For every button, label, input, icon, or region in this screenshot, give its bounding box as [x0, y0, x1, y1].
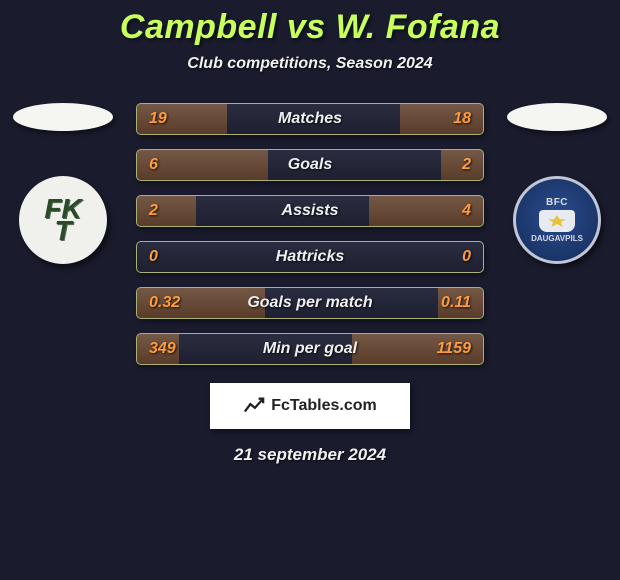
- stat-value-right: 0: [462, 248, 471, 266]
- stat-value-left: 2: [149, 202, 158, 220]
- stat-value-left: 0.32: [149, 294, 180, 312]
- brand-logo: FcTables.com: [243, 395, 377, 417]
- brand-box: FcTables.com: [210, 383, 410, 429]
- brand-text: FcTables.com: [271, 397, 377, 415]
- club-badge-left-icon: FK T: [19, 176, 107, 264]
- club-badge-right-shield-icon: [539, 210, 575, 232]
- stat-value-right: 1159: [437, 340, 471, 358]
- comparison-card: Campbell vs W. Fofana Club competitions,…: [0, 0, 620, 465]
- flag-right-icon: [507, 103, 607, 131]
- player-left-col: FK T: [8, 103, 118, 264]
- stat-value-left: 349: [149, 340, 176, 358]
- stat-value-right: 4: [462, 202, 471, 220]
- club-badge-right-bot: DAUGAVPILS: [531, 234, 583, 243]
- stat-value-left: 6: [149, 156, 158, 174]
- date-text: 21 september 2024: [0, 445, 620, 465]
- club-badge-left-text: FK T: [44, 198, 81, 243]
- page-title: Campbell vs W. Fofana: [0, 8, 620, 47]
- club-badge-right-icon: BFC DAUGAVPILS: [513, 176, 601, 264]
- stat-value-right: 0.11: [441, 294, 471, 312]
- stat-bar: 6 Goals 2: [136, 149, 484, 181]
- stats-column: 19 Matches 18 6 Goals 2 2 Assists 4 0 Hattricks 0 0.…: [136, 103, 484, 365]
- stat-value-left: 0: [149, 248, 158, 266]
- stat-value-left: 19: [149, 110, 167, 128]
- stat-bar: 0 Hattricks 0: [136, 241, 484, 273]
- stat-bar: 0.32 Goals per match 0.11: [136, 287, 484, 319]
- chart-icon: [243, 395, 265, 417]
- stat-label: Assists: [282, 202, 339, 220]
- page-subtitle: Club competitions, Season 2024: [0, 55, 620, 73]
- stat-bar: 19 Matches 18: [136, 103, 484, 135]
- stat-bar: 2 Assists 4: [136, 195, 484, 227]
- stat-label: Matches: [278, 110, 342, 128]
- club-badge-right-top: BFC: [546, 197, 568, 208]
- stat-label: Min per goal: [263, 340, 357, 358]
- stat-label: Goals: [288, 156, 332, 174]
- player-right-col: BFC DAUGAVPILS: [502, 103, 612, 264]
- stat-label: Goals per match: [247, 294, 372, 312]
- stat-value-right: 2: [462, 156, 471, 174]
- flag-left-icon: [13, 103, 113, 131]
- stat-fill-left: [137, 196, 196, 226]
- stat-bar: 349 Min per goal 1159: [136, 333, 484, 365]
- main-row: FK T 19 Matches 18 6 Goals 2 2 Assists 4 0 Hattric…: [0, 103, 620, 365]
- stat-label: Hattricks: [276, 248, 344, 266]
- stat-value-right: 18: [453, 110, 471, 128]
